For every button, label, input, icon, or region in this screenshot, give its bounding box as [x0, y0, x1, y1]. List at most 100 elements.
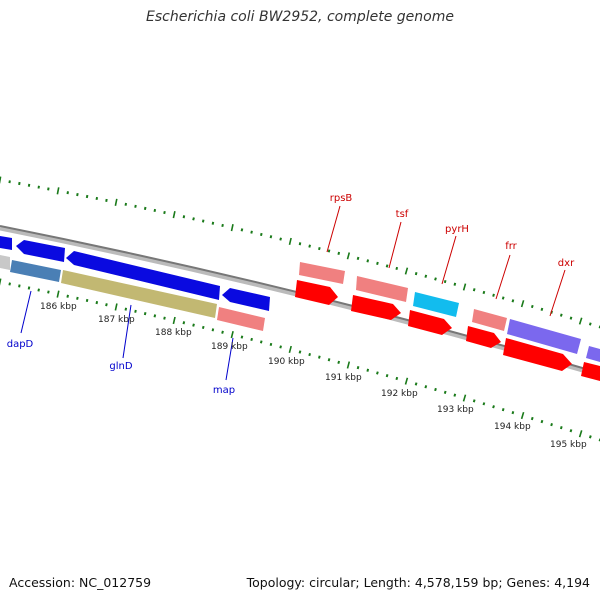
- kbp-label: 190 kbp: [268, 357, 305, 367]
- inner-tick: [182, 321, 186, 325]
- outer-tick: [424, 274, 428, 278]
- red-label-leaders: [326, 205, 566, 317]
- outer-tick: [414, 272, 418, 276]
- inner-tick: [76, 296, 79, 300]
- gene-label-pyrH[interactable]: pyrH: [445, 224, 469, 235]
- gene-arrow[interactable]: [351, 295, 401, 320]
- inner-tick: [356, 366, 360, 370]
- inner-tick: [201, 325, 205, 330]
- gene-glnD-box[interactable]: [61, 270, 217, 318]
- outer-tick: [520, 300, 525, 308]
- outer-tick: [124, 202, 128, 206]
- gene-arrow[interactable]: [503, 338, 572, 371]
- gene-frr-box[interactable]: [472, 309, 507, 331]
- inner-tick: [530, 416, 534, 421]
- inner-tick: [0, 278, 2, 286]
- gene-pyrH-box[interactable]: [413, 292, 459, 317]
- inner-tick: [114, 303, 118, 311]
- outer-tick: [453, 282, 457, 286]
- outer-tick: [540, 307, 544, 311]
- outer-tick: [163, 210, 166, 215]
- outer-tick: [472, 288, 476, 292]
- outer-tick: [482, 290, 486, 295]
- inner-tick: [18, 284, 21, 288]
- outer-tick: [201, 219, 205, 223]
- gene-arrow[interactable]: [0, 255, 10, 270]
- gene-label-dxr[interactable]: dxr: [558, 258, 575, 269]
- outer-tick: [56, 187, 60, 195]
- gene-label-glnD[interactable]: glnD: [109, 361, 132, 372]
- inner-tick: [569, 429, 573, 433]
- gene-arrow[interactable]: [466, 326, 501, 348]
- gene-label-tsf[interactable]: tsf: [396, 209, 409, 220]
- outer-tick: [230, 224, 234, 232]
- outer-tick: [172, 211, 176, 219]
- outer-tick: [308, 244, 311, 248]
- outer-tick: [337, 251, 341, 256]
- inner-tick: [376, 371, 379, 375]
- outer-tick: [192, 217, 195, 221]
- inner-tick: [163, 316, 166, 320]
- gene-rpsB-box[interactable]: [299, 262, 345, 284]
- inner-tick: [482, 402, 486, 406]
- gene-arrow[interactable]: [295, 280, 338, 305]
- gene-tsf-box[interactable]: [356, 276, 408, 302]
- inner-tick: [443, 390, 447, 394]
- inner-tick: [56, 290, 60, 298]
- inner-tick: [27, 286, 31, 290]
- outer-tick: [385, 264, 389, 268]
- outer-tick: [578, 317, 583, 325]
- inner-tick: [153, 314, 157, 318]
- inner-tick: [269, 342, 273, 347]
- inner-tick: [540, 419, 544, 424]
- inner-tick: [578, 430, 583, 438]
- gene-label-map[interactable]: map: [213, 385, 235, 396]
- inner-tick: [66, 294, 69, 298]
- outer-tick: [462, 283, 467, 291]
- inner-tick: [37, 288, 40, 292]
- outer-tick: [298, 242, 302, 246]
- gene-arrow[interactable]: [10, 260, 61, 282]
- outer-tick: [443, 279, 447, 284]
- gene-arrow[interactable]: [581, 362, 600, 381]
- gene-arrow[interactable]: [16, 240, 65, 262]
- gene-arrow[interactable]: [222, 288, 270, 311]
- outer-tick: [269, 235, 273, 239]
- inner-tick: [221, 330, 224, 334]
- gene-arrow[interactable]: [586, 346, 600, 362]
- inner-tick: [47, 290, 50, 294]
- inner-tick: [143, 312, 147, 316]
- inner-tick: [462, 394, 467, 402]
- outer-tick: [221, 223, 224, 228]
- gene-label-dapD[interactable]: dapD: [7, 339, 34, 350]
- outer-tick: [66, 191, 69, 195]
- outer-tick: [8, 180, 11, 184]
- outer-tick: [327, 249, 331, 253]
- gene-arrow[interactable]: [66, 251, 220, 300]
- inner-tick: [472, 399, 476, 403]
- inner-tick: [550, 423, 553, 427]
- forward-strand-genes: [0, 236, 600, 362]
- kbp-labels: 186 kbp 187 kbp 188 kbp 189 kbp 190 kbp …: [40, 302, 587, 450]
- accession-label: Accession: NC_012759: [9, 575, 152, 590]
- gene-arrow[interactable]: [0, 236, 12, 250]
- inner-tick: [385, 374, 389, 378]
- outer-tick: [95, 196, 99, 201]
- inner-tick: [366, 368, 370, 372]
- kbp-label: 186 kbp: [40, 302, 77, 312]
- inner-tick: [211, 328, 215, 332]
- outer-tick: [143, 206, 147, 211]
- gene-map-box[interactable]: [217, 307, 265, 331]
- gene-label-frr[interactable]: frr: [505, 241, 517, 252]
- gene-arrow[interactable]: [408, 310, 452, 335]
- kbp-label: 194 kbp: [494, 422, 531, 432]
- inner-tick: [240, 335, 244, 339]
- outer-tick: [530, 304, 534, 309]
- gene-label-rpsB[interactable]: rpsB: [330, 193, 353, 204]
- outer-tick: [279, 237, 282, 241]
- outer-tick: [260, 232, 263, 237]
- inner-tick: [414, 382, 418, 386]
- gene-dxr-arrow[interactable]: [507, 319, 581, 354]
- inner-tick: [134, 309, 137, 313]
